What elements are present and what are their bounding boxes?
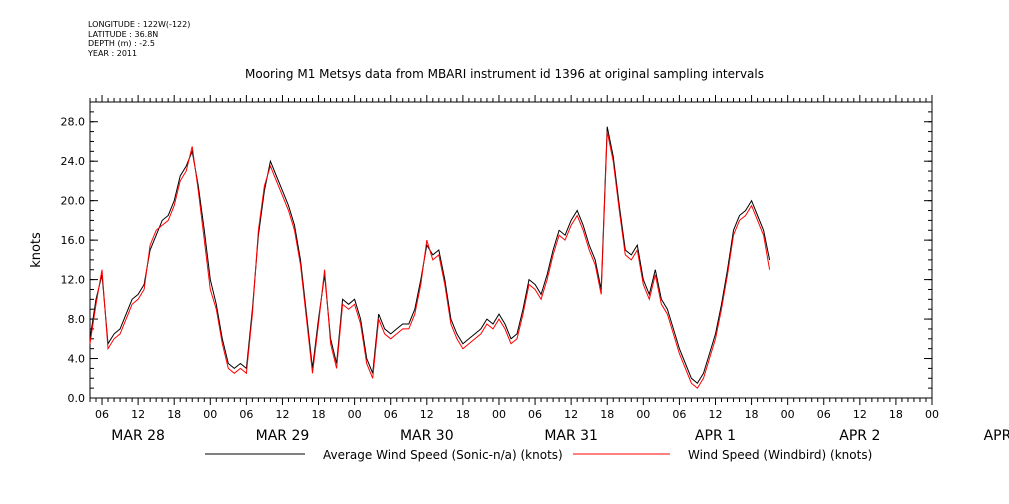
x-tick-label: 06 xyxy=(672,408,686,421)
x-tick-label: 18 xyxy=(745,408,759,421)
x-tick-label: 06 xyxy=(239,408,253,421)
y-tick-label: 16.0 xyxy=(61,234,86,247)
year-text: YEAR : 2011 xyxy=(88,48,138,58)
x-tick-label: 18 xyxy=(889,408,903,421)
x-tick-label: 06 xyxy=(95,408,109,421)
y-tick-label: 12.0 xyxy=(61,274,86,287)
y-tick-label: 8.0 xyxy=(68,313,86,326)
x-day-label: APR 1 xyxy=(695,428,736,444)
x-day-label: APR 2 xyxy=(839,428,880,444)
x-day-label: MAR 29 xyxy=(256,428,310,444)
y-tick-label: 20.0 xyxy=(61,195,86,208)
x-tick-label: 18 xyxy=(600,408,614,421)
x-tick-label: 12 xyxy=(275,408,289,421)
x-tick-label: 12 xyxy=(564,408,578,421)
y-tick-label: 24.0 xyxy=(61,155,86,168)
x-tick-label: 12 xyxy=(420,408,434,421)
plot-frame xyxy=(89,101,933,399)
x-tick-label: 00 xyxy=(492,408,506,421)
series-line-average-wind-speed xyxy=(89,126,771,384)
x-day-label: MAR 30 xyxy=(400,428,454,444)
x-tick-label: 18 xyxy=(167,408,181,421)
y-tick-label: 0.0 xyxy=(68,392,86,405)
latitude-text: LATITUDE : 36.8N xyxy=(88,29,159,39)
series-line-windbird-wind-speed xyxy=(89,131,771,389)
depth-text: DEPTH (m) : -2.5 xyxy=(88,39,155,48)
x-tick-label: 12 xyxy=(131,408,145,421)
x-tick-label: 06 xyxy=(528,408,542,421)
legend-label-windbird: Wind Speed (Windbird) (knots) xyxy=(688,448,872,462)
x-tick-label: 12 xyxy=(708,408,722,421)
x-tick-label: 00 xyxy=(348,408,362,421)
x-tick-label: 12 xyxy=(853,408,867,421)
metadata-block: LONGITUDE : 122W(-122) LATITUDE : 36.8N … xyxy=(88,20,190,58)
x-tick-label: 00 xyxy=(781,408,795,421)
x-tick-label: 00 xyxy=(925,408,939,421)
x-tick-label: 06 xyxy=(384,408,398,421)
y-tick-label: 4.0 xyxy=(68,353,86,366)
x-tick-label: 18 xyxy=(312,408,326,421)
chart-title: Mooring M1 Metsys data from MBARI instru… xyxy=(245,67,764,81)
x-tick-label: 00 xyxy=(203,408,217,421)
x-day-label: MAR 31 xyxy=(544,428,598,444)
longitude-text: LONGITUDE : 122W(-122) xyxy=(88,20,191,29)
x-day-label: APR 3 xyxy=(984,428,1009,444)
y-tick-label: 28.0 xyxy=(61,116,86,129)
y-axis-label: knots xyxy=(29,232,44,268)
x-tick-label: 18 xyxy=(456,408,470,421)
x-day-label: MAR 28 xyxy=(111,428,165,444)
legend-label-average: Average Wind Speed (Sonic-n/a) (knots) xyxy=(323,448,563,462)
x-tick-label: 06 xyxy=(817,408,831,421)
x-tick-label: 00 xyxy=(636,408,650,421)
